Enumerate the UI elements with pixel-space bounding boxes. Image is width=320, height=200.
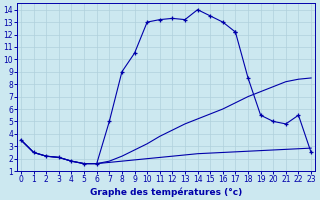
X-axis label: Graphe des températures (°c): Graphe des températures (°c) (90, 187, 242, 197)
